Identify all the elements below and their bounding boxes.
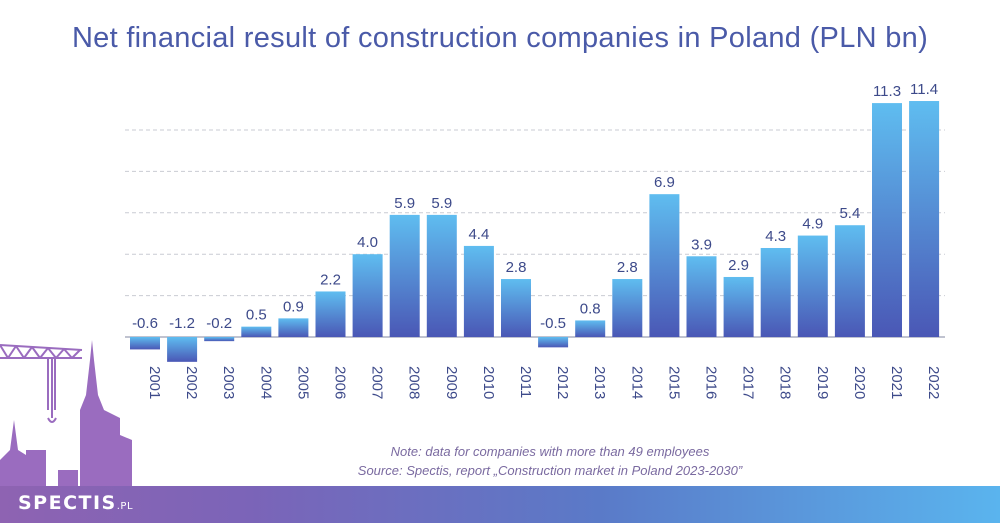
bar-2011: [501, 279, 531, 337]
bar-2003: [204, 337, 235, 342]
bar-2009: [426, 214, 457, 337]
value-label-2008: 5.9: [394, 195, 415, 212]
logo-suffix: .PL: [116, 501, 134, 512]
x-tick-2007: 2007: [369, 366, 386, 399]
value-label-2010: 4.4: [468, 226, 489, 243]
x-tick-2011: 2011: [517, 366, 534, 398]
bar-2016: [686, 256, 717, 337]
value-label-2011: 2.8: [506, 259, 527, 276]
bar-2008: [389, 214, 420, 337]
value-label-2020: 5.4: [839, 205, 860, 222]
x-tick-2013: 2013: [591, 366, 608, 399]
x-tick-2010: 2010: [480, 366, 497, 399]
bar-2019: [797, 235, 828, 337]
value-label-2022: 11.4: [910, 81, 938, 98]
value-label-2016: 3.9: [691, 236, 712, 253]
bar-2002: [167, 337, 198, 362]
x-tick-2016: 2016: [703, 366, 720, 399]
value-label-2006: 2.2: [320, 271, 341, 288]
value-label-2002: -1.2: [169, 315, 195, 332]
value-label-2005: 0.9: [283, 298, 304, 315]
x-tick-2012: 2012: [554, 366, 571, 399]
x-tick-labels: 2001 2002 2003 2004 2005 2006 2007 2008 2009 2010…: [146, 366, 942, 399]
x-tick-2018: 2018: [777, 366, 794, 399]
bar-2022: [909, 101, 940, 338]
bar-2012: [538, 337, 569, 348]
chart-title: Net financial result of construction com…: [71, 22, 929, 54]
value-labels: -0.6 -1.2 -0.2 0.5 0.9 2.2 4.0 5.9 5.9 4.4 2.8 -0.5…: [132, 81, 938, 332]
x-tick-2005: 2005: [294, 366, 311, 399]
x-tick-2004: 2004: [257, 366, 274, 399]
bar-chart: -0.6 -1.2 -0.2 0.5 0.9 2.2 4.0 5.9 5.9 4.4 2.8 -0.5…: [125, 81, 945, 399]
x-tick-2006: 2006: [332, 366, 349, 399]
value-label-2021: 11.3: [873, 83, 901, 100]
x-tick-2014: 2014: [628, 366, 645, 399]
x-tick-2015: 2015: [665, 366, 682, 399]
x-tick-2021: 2021: [888, 366, 905, 399]
bar-2005: [278, 318, 309, 337]
footer-band: [0, 486, 1000, 523]
bar-2018: [760, 247, 791, 337]
value-label-2015: 6.9: [654, 174, 675, 191]
x-tick-2019: 2019: [814, 366, 831, 399]
x-tick-2002: 2002: [183, 366, 200, 399]
spectis-logo: SPECTIS.PL: [18, 492, 133, 514]
bar-2006: [315, 291, 346, 337]
bar-2013: [575, 320, 606, 337]
value-label-2001: -0.6: [132, 315, 158, 332]
value-label-2009: 5.9: [431, 195, 452, 212]
city-skyline-icon: [0, 340, 132, 490]
footnote-source: Source: Spectis, report „Construction ma…: [357, 463, 743, 478]
value-label-2007: 4.0: [357, 234, 378, 251]
bar-2014: [612, 279, 643, 337]
value-label-2014: 2.8: [617, 259, 638, 276]
value-label-2013: 0.8: [580, 300, 601, 317]
value-label-2012: -0.5: [540, 315, 566, 332]
bar-2004: [241, 326, 272, 337]
value-label-2017: 2.9: [728, 257, 749, 274]
bar-2015: [649, 194, 680, 337]
bar-2017: [723, 276, 754, 337]
x-tick-2020: 2020: [851, 366, 868, 399]
bars: [130, 101, 940, 362]
value-label-2018: 4.3: [765, 228, 786, 245]
x-tick-2009: 2009: [443, 366, 460, 399]
x-tick-2008: 2008: [406, 366, 423, 399]
x-tick-2003: 2003: [220, 366, 237, 399]
x-tick-2001: 2001: [146, 366, 163, 399]
x-tick-2017: 2017: [740, 366, 757, 399]
value-label-2003: -0.2: [206, 315, 232, 332]
value-label-2004: 0.5: [246, 307, 267, 324]
value-label-2019: 4.9: [802, 216, 823, 233]
bar-2007: [352, 254, 383, 337]
bar-2020: [834, 225, 865, 337]
bar-2001: [130, 337, 160, 350]
bar-2021: [872, 103, 902, 337]
footnote-note: Note: data for companies with more than …: [390, 444, 710, 459]
x-tick-2022: 2022: [925, 366, 942, 399]
logo-text: SPECTIS: [18, 492, 117, 514]
crane-icon: [0, 344, 83, 423]
bar-2010: [463, 245, 494, 337]
